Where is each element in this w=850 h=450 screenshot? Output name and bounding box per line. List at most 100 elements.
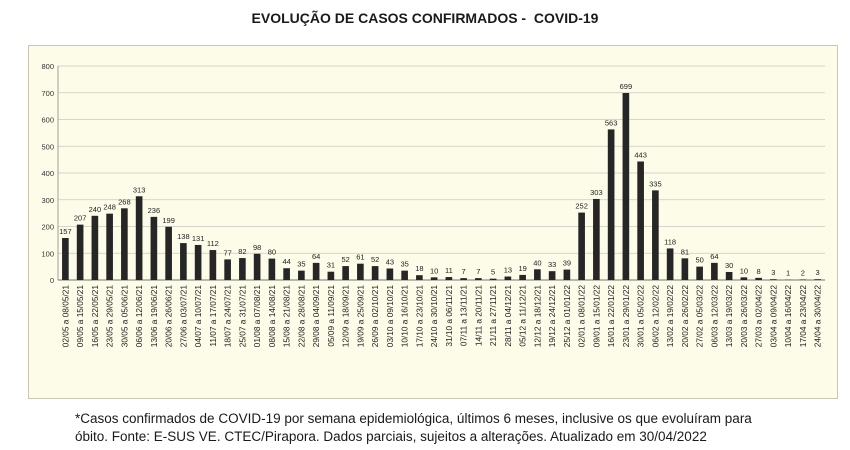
x-tick-label: 04/07 a 10/07/21 xyxy=(193,285,203,348)
x-tick-label: 11/07 a 17/07/21 xyxy=(208,285,218,347)
y-tick-label: 400 xyxy=(41,169,54,178)
bar xyxy=(224,259,231,280)
bar xyxy=(135,196,143,280)
data-label: 61 xyxy=(356,253,364,262)
bar xyxy=(342,266,349,280)
x-tick-label: 02/01 a 08/01/22 xyxy=(577,285,587,348)
data-label: 40 xyxy=(533,258,541,267)
bar xyxy=(740,277,748,280)
data-label: 30 xyxy=(725,261,733,270)
x-tick-label: 24/10 a 30/10/21 xyxy=(429,285,439,348)
data-label: 98 xyxy=(253,243,261,252)
x-tick-label: 14/11 a 20/11/21 xyxy=(473,285,483,346)
x-tick-label: 30/05 a 05/06/21 xyxy=(119,285,129,348)
x-tick-label: 07/11 a 13/11/21 xyxy=(459,285,469,346)
bar xyxy=(386,268,394,280)
bar xyxy=(770,279,777,280)
bar xyxy=(430,277,438,280)
data-label: 240 xyxy=(89,205,102,214)
x-tick-label: 19/09 a 25/09/21 xyxy=(355,285,365,348)
data-label: 50 xyxy=(695,256,703,265)
data-label: 11 xyxy=(445,266,453,275)
x-tick-label: 28/11 a 04/12/21 xyxy=(503,285,513,347)
x-tick-label: 20/02 a 26/02/22 xyxy=(680,285,690,348)
bar xyxy=(755,277,762,280)
footnote: *Casos confirmados de COVID-19 por seman… xyxy=(75,410,835,446)
x-tick-label: 17/04 a 23/04/22 xyxy=(798,285,808,348)
footnote-line-2: óbito. Fonte: E-SUS VE. CTEC/Pirapora. D… xyxy=(75,429,707,444)
data-label: 3 xyxy=(771,268,775,277)
data-label: 35 xyxy=(400,260,408,269)
bar xyxy=(489,278,497,280)
x-tick-label: 03/10 a 09/10/21 xyxy=(385,285,395,348)
bar xyxy=(814,279,821,280)
data-label: 31 xyxy=(327,261,335,270)
data-label: 18 xyxy=(415,264,423,273)
data-label: 80 xyxy=(268,248,276,257)
data-label: 44 xyxy=(282,257,290,266)
x-tick-label: 31/10 a 06/11/21 xyxy=(444,285,454,347)
x-tick-label: 22/08 a 28/08/21 xyxy=(296,285,306,348)
bar xyxy=(401,270,408,280)
x-tick-label: 23/05 a 29/05/21 xyxy=(105,285,115,348)
data-label: 10 xyxy=(430,266,438,275)
x-tick-label: 01/08 a 07/08/21 xyxy=(252,285,262,348)
bar xyxy=(327,271,335,280)
data-label: 157 xyxy=(59,227,72,236)
bar xyxy=(504,276,512,280)
bar xyxy=(696,266,703,280)
bar xyxy=(534,269,541,280)
x-tick-label: 05/09 a 11/09/21 xyxy=(326,285,336,347)
data-label: 699 xyxy=(620,82,633,91)
y-tick-label: 0 xyxy=(50,276,54,285)
data-label: 64 xyxy=(710,252,718,261)
y-tick-label: 800 xyxy=(41,62,54,71)
data-label: 19 xyxy=(518,264,526,273)
data-label: 2 xyxy=(801,268,805,277)
y-tick-label: 600 xyxy=(41,116,54,125)
bar xyxy=(209,250,217,280)
bar xyxy=(637,161,644,280)
data-label: 7 xyxy=(462,267,466,276)
y-tick-label: 100 xyxy=(41,249,54,258)
x-tick-label: 17/10 a 23/10/21 xyxy=(414,285,424,348)
x-tick-label: 16/01 a 22/01/22 xyxy=(606,285,616,348)
bar xyxy=(62,238,69,280)
x-tick-label: 24/04 a 30/04/22 xyxy=(813,285,823,348)
bar xyxy=(150,216,158,280)
bar xyxy=(578,212,585,280)
x-tick-label: 23/01 a 29/01/22 xyxy=(621,285,631,348)
x-tick-label: 12/09 a 18/09/21 xyxy=(341,285,351,348)
x-tick-label: 26/09 a 02/10/21 xyxy=(370,285,380,348)
data-label: 64 xyxy=(312,252,320,261)
data-label: 82 xyxy=(238,247,246,256)
data-label: 5 xyxy=(491,268,495,277)
data-label: 77 xyxy=(223,248,231,257)
data-label: 52 xyxy=(341,255,349,264)
x-tick-label: 25/07 a 31/07/21 xyxy=(237,285,247,348)
bar xyxy=(475,278,482,280)
x-tick-label: 10/04 a 16/04/22 xyxy=(783,285,793,348)
data-label: 81 xyxy=(681,247,689,256)
bar xyxy=(666,248,674,280)
data-label: 43 xyxy=(386,257,394,266)
x-tick-label: 27/06 a 03/07/21 xyxy=(178,285,188,348)
data-label: 35 xyxy=(297,260,305,269)
data-label: 313 xyxy=(133,185,146,194)
data-label: 8 xyxy=(757,267,761,276)
bar xyxy=(416,275,423,280)
data-label: 112 xyxy=(207,239,219,248)
bar xyxy=(593,198,600,280)
bar xyxy=(239,258,246,280)
data-label: 131 xyxy=(192,234,205,243)
bar xyxy=(165,226,172,280)
data-label: 199 xyxy=(162,216,175,225)
data-label: 563 xyxy=(605,118,618,127)
x-tick-label: 19/12 a 24/12/21 xyxy=(547,285,557,348)
y-tick-label: 700 xyxy=(41,89,54,98)
x-tick-label: 16/05 a 22/05/21 xyxy=(90,285,100,348)
bar xyxy=(76,224,84,280)
bar xyxy=(298,270,305,280)
y-tick-label: 500 xyxy=(41,142,54,151)
